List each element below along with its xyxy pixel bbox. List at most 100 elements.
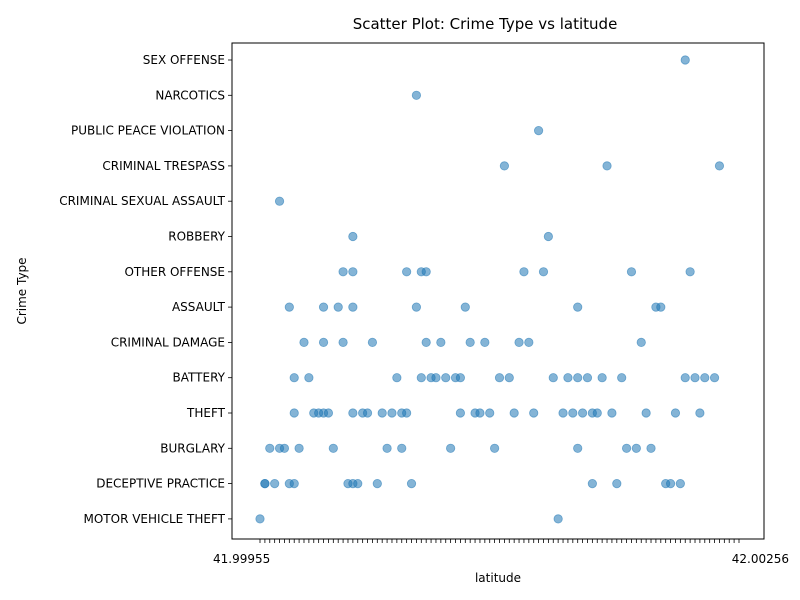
scatter-point — [636, 337, 646, 347]
scatter-point — [416, 373, 426, 383]
scatter-point — [519, 267, 529, 277]
scatter-point — [558, 408, 568, 418]
scatter-point — [631, 443, 641, 453]
scatter-point — [548, 373, 558, 383]
scatter-point — [299, 337, 309, 347]
y-tick-label: CRIMINAL TRESPASS — [102, 159, 225, 173]
scatter-point — [270, 478, 280, 489]
x-tick-label-left: 41.99955 — [213, 552, 270, 566]
scatter-point — [685, 267, 695, 277]
scatter-point — [524, 337, 534, 347]
y-tick-label: OTHER OFFENSE — [124, 265, 225, 279]
y-tick-label: CRIMINAL DAMAGE — [111, 335, 225, 349]
scatter-point — [607, 408, 617, 418]
scatter-point — [587, 478, 597, 489]
scatter-point — [455, 373, 465, 383]
scatter-point — [387, 408, 397, 418]
scatter-point — [529, 408, 539, 418]
scatter-point — [274, 196, 285, 206]
scatter-point — [656, 302, 666, 312]
scatter-point — [421, 337, 431, 347]
scatter-point — [709, 373, 720, 383]
scatter-point — [338, 337, 348, 347]
scatter-point — [318, 337, 329, 347]
scatter-point — [402, 267, 412, 277]
scatter-point — [612, 478, 622, 489]
scatter-point — [695, 408, 705, 418]
y-tick-label: ROBBERY — [168, 230, 225, 244]
scatter-point — [402, 408, 412, 418]
scatter-point — [392, 373, 402, 383]
y-tick-label: ASSAULT — [172, 300, 226, 314]
y-tick-label: BATTERY — [173, 371, 226, 385]
scatter-point — [318, 302, 329, 312]
scatter-point — [397, 443, 407, 453]
scatter-point — [289, 373, 299, 383]
scatter-point — [294, 443, 304, 453]
scatter-point — [573, 443, 583, 453]
scatter-point — [431, 373, 441, 383]
scatter-point — [348, 231, 358, 242]
scatter-point — [509, 408, 519, 418]
scatter-point — [348, 408, 358, 418]
scatter-point — [441, 373, 451, 383]
scatter-point — [475, 408, 485, 418]
scatter-point — [353, 478, 363, 489]
y-tick-label: CRIMINAL SEXUAL ASSAULT — [59, 194, 225, 208]
scatter-point — [260, 478, 270, 489]
scatter-point — [333, 302, 343, 312]
scatter-point — [367, 337, 378, 347]
scatter-point — [626, 267, 637, 277]
scatter-point — [382, 443, 392, 453]
scatter-point — [641, 408, 651, 418]
scatter-point — [265, 443, 275, 453]
scatter-point — [592, 408, 602, 418]
scatter-point — [680, 373, 690, 383]
scatter-point — [279, 443, 290, 453]
scatter-point — [563, 373, 573, 383]
y-tick-label: BURGLARY — [160, 441, 225, 455]
y-tick-label: MOTOR VEHICLE THEFT — [84, 512, 226, 526]
scatter-point — [289, 408, 299, 418]
scatter-point — [490, 443, 500, 453]
scatter-point — [284, 302, 294, 312]
y-tick-label: NARCOTICS — [155, 88, 225, 102]
scatter-point — [573, 302, 583, 312]
y-tick-label: THEFT — [186, 406, 226, 420]
scatter-point — [543, 231, 553, 242]
scatter-point — [494, 373, 505, 383]
scatter-point — [700, 373, 710, 383]
scatter-point — [460, 302, 470, 312]
scatter-point — [538, 267, 549, 277]
scatter-point — [406, 478, 417, 489]
scatter-point — [553, 514, 563, 524]
y-axis-ticks: MOTOR VEHICLE THEFT DECEPTIVE PRACTICE BUR… — [59, 53, 232, 526]
scatter-point — [675, 478, 685, 489]
y-tick-label: SEX OFFENSE — [143, 53, 225, 67]
data-points — [255, 55, 725, 524]
scatter-point — [690, 373, 700, 383]
x-tick-label-right: 42.00256 — [732, 552, 789, 566]
scatter-point — [568, 408, 578, 418]
scatter-point — [646, 443, 656, 453]
scatter-point — [582, 373, 593, 383]
scatter-point — [485, 408, 495, 418]
scatter-point — [377, 408, 387, 418]
scatter-point — [534, 126, 544, 136]
scatter-point — [338, 267, 348, 277]
y-tick-label: DECEPTIVE PRACTICE — [96, 477, 225, 491]
scatter-point — [617, 373, 627, 383]
y-axis-title: Crime Type — [15, 257, 29, 324]
scatter-point — [680, 55, 690, 65]
scatter-point — [670, 408, 681, 418]
scatter-point — [577, 408, 588, 418]
scatter-point — [328, 443, 338, 453]
y-tick-label: PUBLIC PEACE VIOLATION — [71, 124, 225, 138]
scatter-point — [436, 337, 446, 347]
scatter-point — [446, 443, 456, 453]
scatter-point — [514, 337, 524, 347]
scatter-point — [348, 302, 358, 312]
scatter-point — [602, 161, 612, 171]
